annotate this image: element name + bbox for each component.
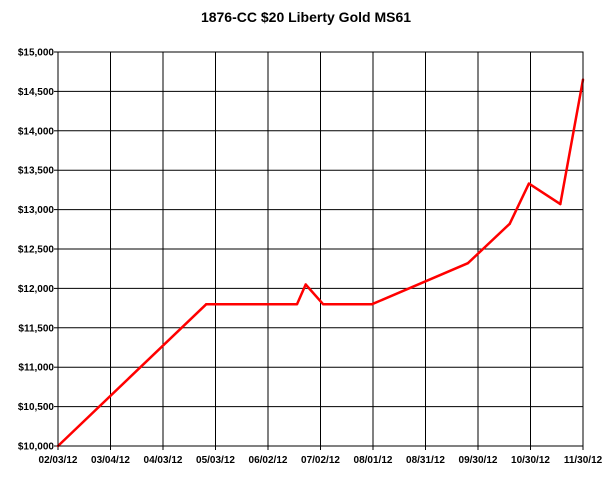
x-tick-label: 08/01/12 (354, 455, 393, 466)
data-point (508, 222, 511, 225)
x-tick-label: 04/03/12 (144, 455, 183, 466)
x-tick-label: 08/31/12 (406, 455, 445, 466)
data-point (370, 302, 374, 306)
x-tick-label: 02/03/12 (39, 455, 78, 466)
y-tick-label: $13,000 (18, 205, 55, 216)
y-tick-label: $11,000 (18, 363, 54, 374)
y-tick-label: $14,000 (18, 126, 55, 137)
y-tick-label: $11,500 (18, 323, 54, 334)
y-tick-label: $10,500 (18, 402, 55, 413)
y-tick-label: $15,000 (18, 48, 55, 59)
x-tick-label: 05/03/12 (196, 455, 235, 466)
data-point (466, 261, 470, 265)
x-tick-label: 03/04/12 (91, 455, 130, 466)
y-tick-label: $12,000 (18, 284, 55, 295)
data-point (295, 302, 299, 306)
x-tick-label: 09/30/12 (459, 455, 498, 466)
data-point (304, 283, 307, 286)
x-tick-label: 10/30/12 (511, 455, 550, 466)
y-tick-label: $10,000 (18, 442, 55, 453)
y-tick-label: $12,500 (18, 245, 55, 256)
x-tick-label: 07/02/12 (301, 455, 340, 466)
data-point (321, 302, 325, 306)
data-point (559, 202, 562, 206)
y-tick-label: $14,500 (18, 87, 55, 98)
data-point (205, 302, 208, 306)
plot-area-border (57, 51, 584, 447)
x-tick-label: 06/02/12 (249, 455, 288, 466)
chart-title: 1876-CC $20 Liberty Gold MS61 (201, 9, 411, 25)
x-tick-label: 11/30/12 (564, 455, 603, 466)
y-tick-label: $13,500 (18, 166, 55, 177)
grid (58, 52, 583, 446)
y-axis-ticks: $10,000 $10,500 $11,000 $11,500 $12,000 $12,5… (18, 48, 58, 453)
data-point (527, 182, 531, 185)
x-axis-ticks: 02/03/12 03/04/12 04/03/12 05/03/12 06/02/12… (39, 446, 603, 466)
